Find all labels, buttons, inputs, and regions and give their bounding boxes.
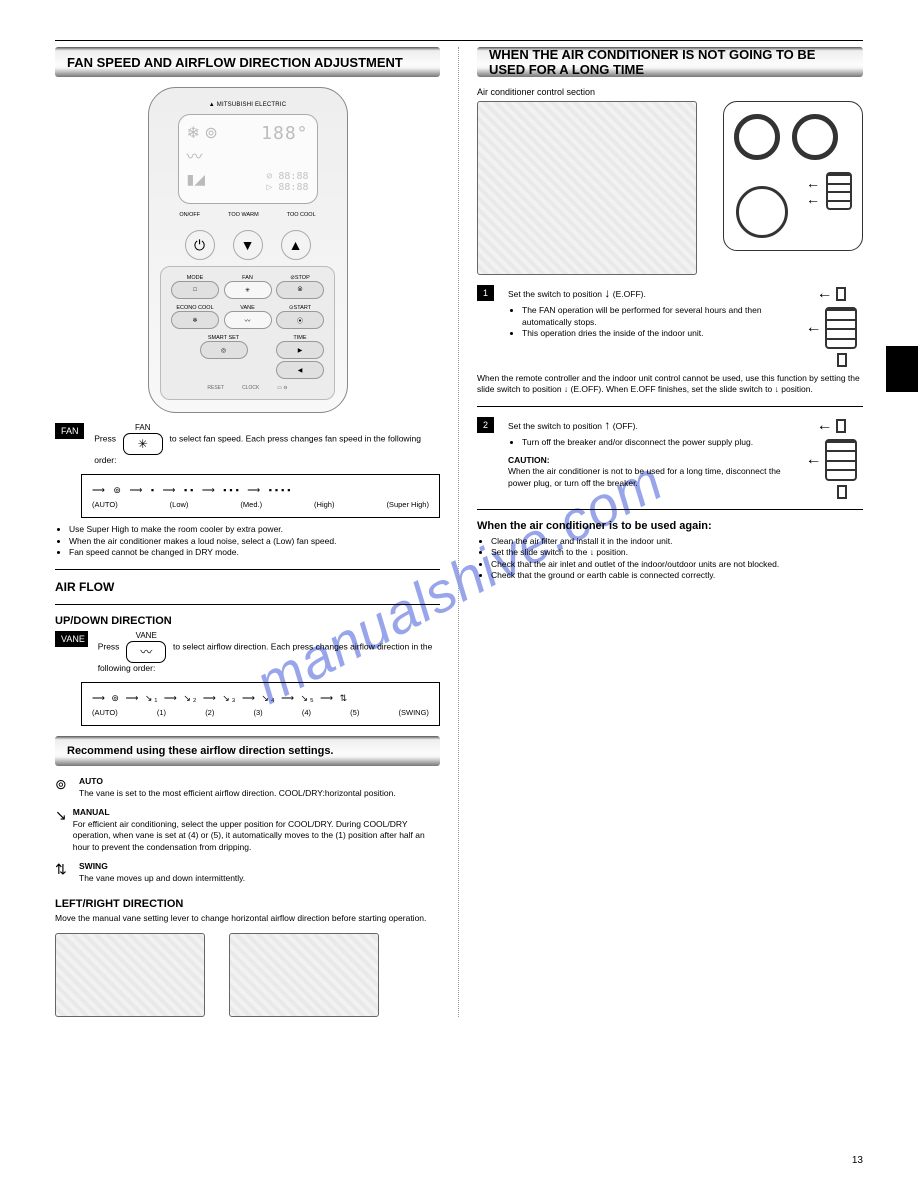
- swing-icon: ⇅: [55, 861, 73, 884]
- auto-text: The vane is set to the most efficient ai…: [79, 788, 396, 798]
- divider: [55, 569, 440, 570]
- again-heading: When the air conditioner is to be used a…: [477, 520, 863, 532]
- indoor-unit-illust: [477, 101, 697, 275]
- remote-illustration: ▲ MITSUBISHI ELECTRIC ❄ ⊚〰 188° ▮◢ ⊘ 88:…: [148, 87, 348, 413]
- fan-label: FAN: [224, 275, 272, 281]
- label-warm: TOO WARM: [228, 212, 259, 218]
- mode-button[interactable]: □: [171, 281, 219, 299]
- too-warm-button[interactable]: ▼: [233, 230, 263, 260]
- knob-3: [736, 186, 788, 238]
- caution-text: When the air conditioner is not to be us…: [508, 466, 781, 487]
- time-back-button[interactable]: ◀: [276, 361, 324, 379]
- switch-pos-eoff: ← ←: [799, 285, 863, 367]
- vane-icon: 〰: [126, 641, 166, 663]
- fan-icon: ✳: [123, 433, 163, 455]
- clock-label: CLOCK: [242, 385, 259, 391]
- slide-switch[interactable]: [826, 172, 852, 210]
- smart-button[interactable]: ◎: [200, 341, 248, 359]
- top-divider: [55, 40, 863, 41]
- step1-heading: Set the switch to position: [508, 289, 602, 299]
- vane-sequence: ⟶ ⊚ ⟶ ↘₁ ⟶ ↘₂ ⟶ ↘₃ ⟶ ↘₄ ⟶ ↘₅ ⟶ ⇅ (AUTO) …: [81, 682, 440, 726]
- vane-press: Press: [98, 642, 120, 652]
- econo-button[interactable]: ❄: [171, 311, 219, 329]
- manual-icon: ↘: [55, 807, 67, 853]
- time-fwd-button[interactable]: ▶: [276, 341, 324, 359]
- seq-high: (High): [314, 500, 334, 509]
- step2-bullets: Turn off the breaker and/or disconnect t…: [508, 437, 789, 448]
- heading-not-used: WHEN THE AIR CONDITIONER IS NOT GOING TO…: [477, 47, 863, 77]
- off-label: (OFF).: [613, 421, 638, 431]
- econo-label: ECONO COOL: [171, 305, 219, 311]
- step-1-tab: 1: [477, 285, 494, 301]
- fan-step-tab: FAN: [55, 423, 84, 439]
- eoff-label: (E.OFF).: [613, 289, 646, 299]
- swing-text: The vane moves up and down intermittentl…: [79, 873, 245, 883]
- seq-superhigh: (Super High): [386, 500, 429, 509]
- knob-1: [734, 114, 780, 160]
- updown-heading: UP/DOWN DIRECTION: [55, 615, 440, 627]
- divider: [477, 509, 863, 510]
- fan-sequence: ⟶ ⊚ ⟶ ▪ ⟶ ▪▪ ⟶ ▪▪▪ ⟶ ▪▪▪▪ (AUTO) (Low) (…: [81, 474, 440, 518]
- vane-button[interactable]: 〰: [224, 311, 272, 329]
- manual-label: MANUAL: [73, 807, 110, 817]
- again-bullets: Clean the air filter and install it in t…: [477, 536, 863, 582]
- step1-note: When the remote controller and the indoo…: [477, 373, 863, 396]
- airflow-heading: AIR FLOW: [55, 580, 440, 594]
- stop-button[interactable]: ⦾: [276, 281, 324, 299]
- swing-label: SWING: [79, 861, 108, 871]
- step1-bullets: The FAN operation will be performed for …: [508, 305, 789, 339]
- louver-illust-2: [229, 933, 379, 1017]
- auto-icon: ⊚: [55, 776, 73, 799]
- seq-low: (Low): [170, 500, 189, 509]
- start-button[interactable]: ⦿: [276, 311, 324, 329]
- fan-press: Press: [94, 434, 116, 444]
- control-panel-illust: ← ←: [723, 101, 863, 251]
- knob-2: [792, 114, 838, 160]
- label-onoff: ON/OFF: [179, 212, 200, 218]
- lr-text: Move the manual vane setting lever to ch…: [55, 913, 440, 924]
- fan-button[interactable]: ✳: [224, 281, 272, 299]
- too-cool-button[interactable]: ▲: [281, 230, 311, 260]
- caution-label: CAUTION:: [508, 455, 550, 465]
- vane-btn-label: VANE: [126, 631, 166, 640]
- lr-heading: LEFT/RIGHT DIRECTION: [55, 898, 440, 910]
- ctrl-label: Air conditioner control section: [477, 87, 863, 97]
- step2-heading: Set the switch to position: [508, 421, 602, 431]
- step-2-tab: 2: [477, 417, 494, 433]
- label-cool: TOO COOL: [287, 212, 316, 218]
- page-number: 13: [852, 1155, 863, 1166]
- reset-label: RESET: [207, 385, 224, 391]
- manual-text: For efficient air conditioning, select t…: [73, 819, 425, 852]
- seq-med: (Med.): [240, 500, 262, 509]
- seq-auto: (AUTO): [92, 500, 118, 509]
- louver-illust-1: [55, 933, 205, 1017]
- recommend-bar: Recommend using these airflow direction …: [55, 736, 440, 766]
- fan-btn-label: FAN: [123, 423, 163, 432]
- switch-pos-off: ← ←: [799, 417, 863, 499]
- vane-label: VANE: [224, 305, 272, 311]
- remote-brand: ▲ MITSUBISHI ELECTRIC: [209, 102, 286, 108]
- divider: [55, 604, 440, 605]
- remote-lcd: ❄ ⊚〰 188° ▮◢ ⊘ 88:88▷ 88:88: [178, 114, 318, 204]
- onoff-button[interactable]: ⏻: [185, 230, 215, 260]
- auto-label: AUTO: [79, 776, 103, 786]
- fan-notes: Use Super High to make the room cooler b…: [55, 524, 440, 558]
- heading-fan-airflow: FAN SPEED AND AIRFLOW DIRECTION ADJUSTME…: [55, 47, 440, 77]
- vane-step-tab: VANE: [55, 631, 88, 647]
- smart-label: SMART SET: [200, 335, 248, 341]
- divider: [477, 406, 863, 407]
